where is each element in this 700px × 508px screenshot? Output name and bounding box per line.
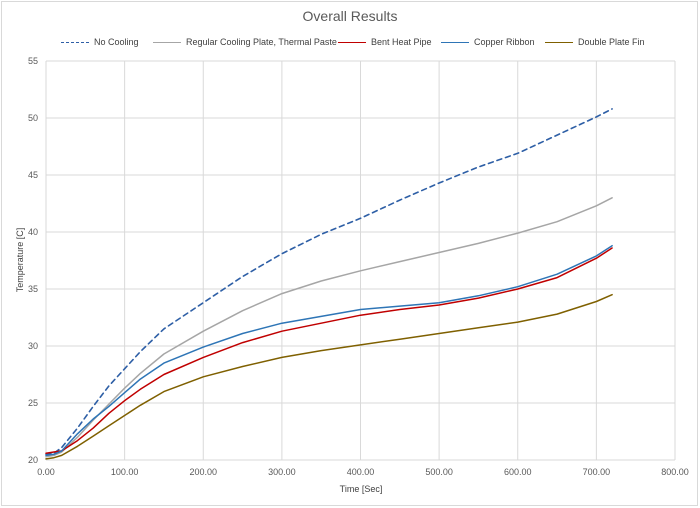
- legend-label-double-plate-fin: Double Plate Fin: [578, 37, 645, 47]
- legend-item-double-plate-fin[interactable]: Double Plate Fin: [545, 34, 645, 50]
- y-tick-label: 25: [28, 398, 38, 408]
- y-tick-label: 45: [28, 170, 38, 180]
- y-tick-label: 40: [28, 227, 38, 237]
- legend-swatch-bent-heat-pipe: [338, 41, 366, 43]
- x-tick-label: 600.00: [504, 467, 532, 477]
- series-line-bent-heat-pipe[interactable]: [45, 247, 613, 454]
- legend-swatch-copper-ribbon: [441, 41, 469, 43]
- y-tick-label: 20: [28, 455, 38, 465]
- series-line-no-cooling[interactable]: [45, 108, 613, 456]
- legend-item-no-cooling[interactable]: No Cooling: [61, 34, 139, 50]
- legend-label-regular-cooling-plate: Regular Cooling Plate, Thermal Paste: [186, 37, 337, 47]
- series-line-regular-cooling-plate-thermal-paste[interactable]: [45, 197, 613, 458]
- x-tick-label: 200.00: [189, 467, 217, 477]
- x-tick-label: 300.00: [268, 467, 296, 477]
- chart-title: Overall Results: [302, 8, 398, 24]
- x-tick-label: 800.00: [661, 467, 689, 477]
- x-axis-title: Time [Sec]: [340, 484, 383, 494]
- y-axis-title: Temperature [C]: [15, 228, 25, 293]
- legend-item-copper-ribbon[interactable]: Copper Ribbon: [441, 34, 535, 50]
- y-tick-label: 35: [28, 284, 38, 294]
- series-line-double-plate-fin[interactable]: [45, 293, 613, 460]
- x-tick-label: 100.00: [111, 467, 139, 477]
- series-line-copper-ribbon[interactable]: [45, 244, 613, 457]
- legend-swatch-double-plate-fin: [545, 41, 573, 43]
- legend: No Cooling Regular Cooling Plate, Therma…: [0, 34, 700, 50]
- legend-item-bent-heat-pipe[interactable]: Bent Heat Pipe: [338, 34, 432, 50]
- legend-label-no-cooling: No Cooling: [94, 37, 139, 47]
- legend-label-bent-heat-pipe: Bent Heat Pipe: [371, 37, 432, 47]
- x-tick-label: 700.00: [583, 467, 611, 477]
- legend-label-copper-ribbon: Copper Ribbon: [474, 37, 535, 47]
- x-tick-label: 400.00: [347, 467, 375, 477]
- x-tick-label: 0.00: [37, 467, 55, 477]
- y-tick-label: 55: [28, 56, 38, 66]
- y-tick-label: 30: [28, 341, 38, 351]
- legend-item-regular-cooling-plate[interactable]: Regular Cooling Plate, Thermal Paste: [153, 34, 337, 50]
- legend-swatch-regular-cooling-plate: [153, 41, 181, 43]
- y-tick-label: 50: [28, 113, 38, 123]
- legend-swatch-no-cooling: [61, 41, 89, 43]
- x-tick-label: 500.00: [425, 467, 453, 477]
